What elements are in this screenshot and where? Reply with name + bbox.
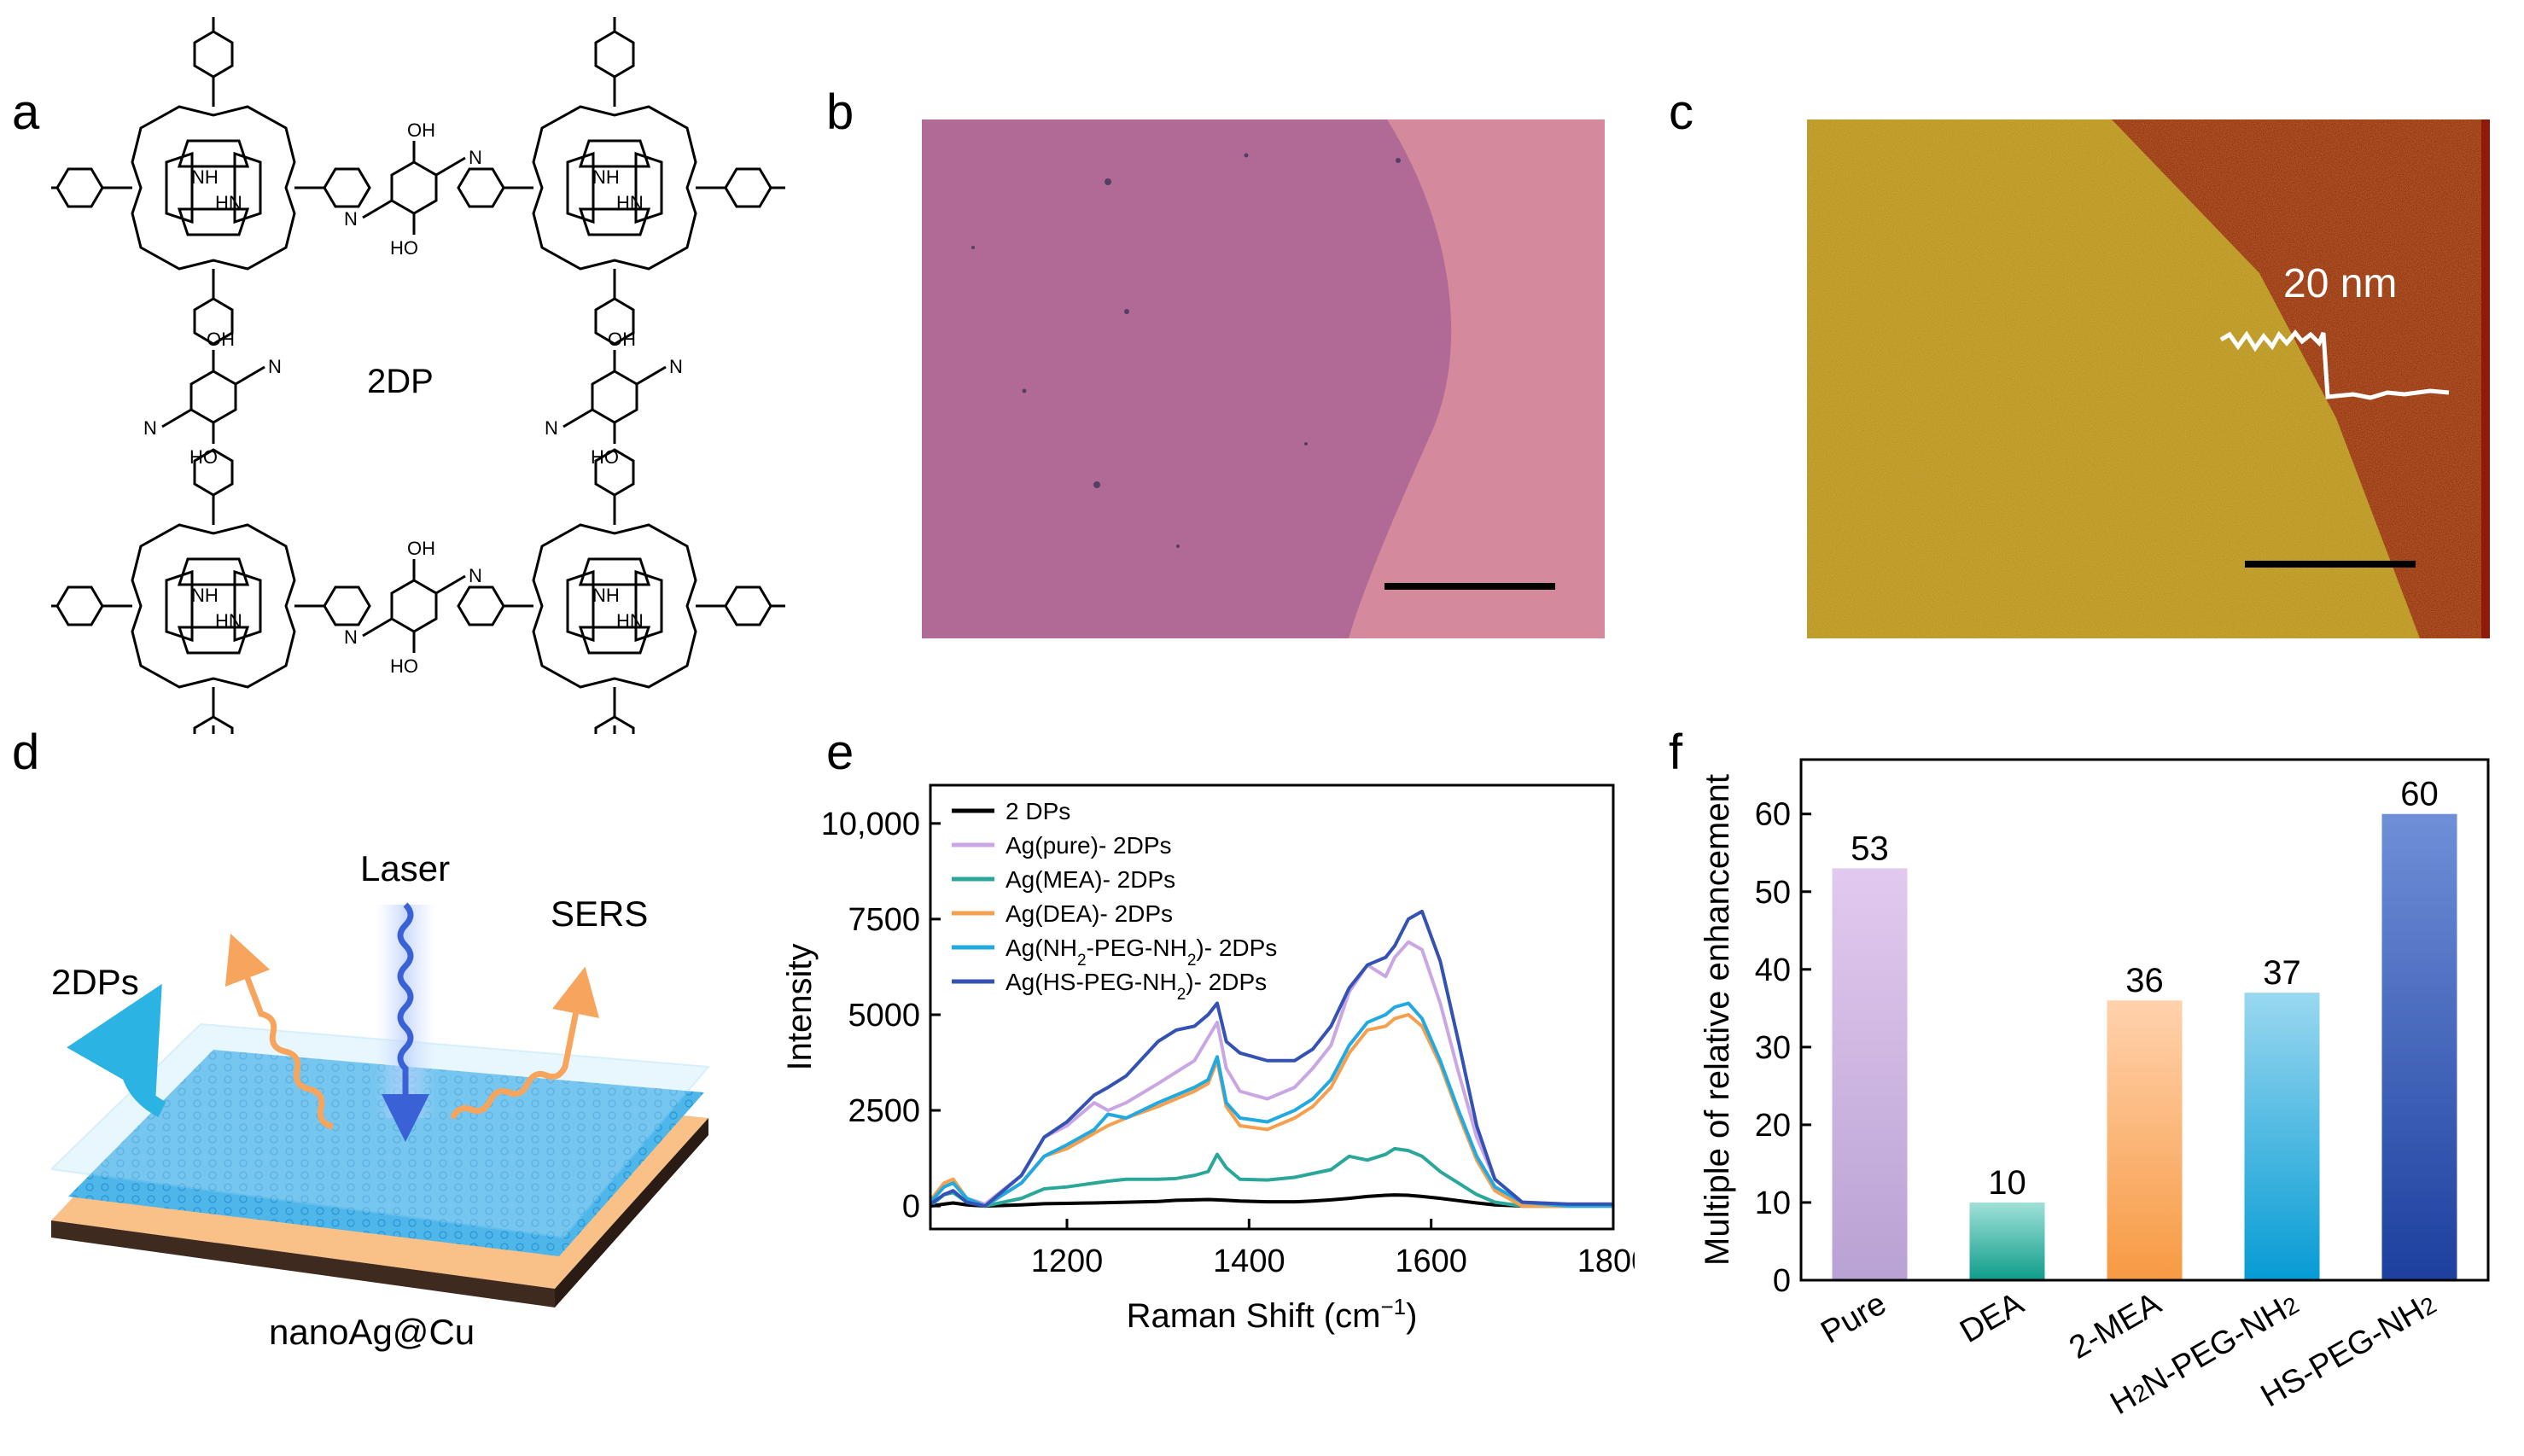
film-arrow <box>67 983 166 1117</box>
series-line <box>929 1146 1613 1208</box>
category-label: Pure <box>1815 1285 1892 1351</box>
sers-label: SERS <box>551 894 648 934</box>
y-tick-label: 0 <box>902 1189 920 1225</box>
x-axis-label: Raman Shift (cm−1) <box>1127 1294 1418 1335</box>
sers-signal-right <box>449 966 599 1120</box>
x-tick-label: 1200 <box>1031 1243 1104 1279</box>
y-tick-label: 2500 <box>848 1093 920 1129</box>
legend-label: Ag(NH2-PEG-NH2)- 2DPs <box>1006 935 1277 970</box>
afm-image: 20 nm <box>1807 119 2490 638</box>
bar <box>2244 993 2320 1280</box>
bar <box>2381 813 2457 1280</box>
laser-label: Laser <box>360 848 450 888</box>
bar-value-label: 37 <box>2263 954 2301 992</box>
bar <box>2107 1000 2183 1280</box>
optical-film-region <box>922 119 1452 638</box>
legend-label: Ag(MEA)- 2DPs <box>1006 866 1175 893</box>
height-profile-line <box>2219 329 2450 400</box>
y-tick-label: 30 <box>1755 1030 1791 1066</box>
x-tick-label: 1600 <box>1395 1243 1467 1279</box>
structure-2dp-diagram: NH HN OH HO N N 2DP <box>51 17 785 734</box>
bar <box>1969 1202 2045 1280</box>
porphyrin-unit <box>55 448 371 734</box>
linker-unit <box>342 536 484 678</box>
series-line <box>930 1193 1613 1208</box>
bar-value-label: 53 <box>1851 830 1889 867</box>
porphyrin-unit <box>457 448 772 734</box>
y-axis-label: Multiple of relative enhancement <box>1699 774 1736 1266</box>
category-label: DEA <box>1954 1285 2030 1350</box>
linker-unit <box>342 118 484 260</box>
linker-unit <box>543 327 685 469</box>
plot-frame <box>1799 758 2490 1282</box>
y-axis-label: Intensity <box>781 944 819 1071</box>
bar-value-label: 60 <box>2400 776 2439 813</box>
substrate-label: nanoAg@Cu <box>269 1312 475 1352</box>
series-line <box>929 1012 1613 1208</box>
linker-unit <box>142 327 283 469</box>
y-tick-label: 7500 <box>848 902 920 938</box>
y-tick-label: 50 <box>1755 875 1791 911</box>
center-label-2dp: 2DP <box>367 363 434 400</box>
plot-frame <box>929 783 1615 1231</box>
scale-bar <box>1384 583 1555 590</box>
laser-beam <box>382 902 429 1142</box>
sers-schematic: Laser SERS 2DPs nanoAg@Cu <box>51 848 711 1352</box>
y-tick-label: 10,000 <box>821 807 920 842</box>
y-tick-label: 10 <box>1755 1185 1791 1221</box>
legend-label: Ag(DEA)- 2DPs <box>1006 900 1173 927</box>
panel-label-c: c <box>1669 84 1693 140</box>
legend-label: 2 DPs <box>1006 798 1070 824</box>
y-tick-label: 40 <box>1755 952 1791 988</box>
bar <box>1832 868 1908 1280</box>
scattered-light-left <box>224 933 334 1130</box>
legend-label: Ag(pure)- 2DPs <box>1006 832 1172 859</box>
series-line <box>929 909 1613 1208</box>
panel-label-a: a <box>12 84 40 140</box>
optical-micrograph <box>922 119 1605 638</box>
film-label: 2DPs <box>51 962 139 1002</box>
bar-value-label: 10 <box>1988 1164 2026 1202</box>
y-tick-label: 5000 <box>848 998 920 1034</box>
y-tick-label: 60 <box>1755 797 1791 833</box>
category-label: 2-MEA <box>2063 1285 2167 1366</box>
x-tick-label: 1400 <box>1213 1243 1285 1279</box>
bar-value-label: 36 <box>2125 962 2164 999</box>
porphyrin-unit <box>457 30 772 346</box>
panel-label-f: f <box>1669 725 1683 780</box>
panel-label-e: e <box>826 725 854 780</box>
panel-label-d: d <box>12 725 40 780</box>
porphyrin-unit <box>55 30 371 346</box>
substrate-side <box>51 1220 555 1307</box>
panel-label-b: b <box>826 84 854 140</box>
scale-bar <box>2245 561 2416 568</box>
height-label: 20 nm <box>2283 261 2397 306</box>
y-tick-label: 0 <box>1773 1263 1791 1299</box>
y-tick-label: 20 <box>1755 1108 1791 1144</box>
series-line <box>929 1001 1613 1208</box>
legend-label: Ag(HS-PEG-NH2)- 2DPs <box>1006 969 1267 1004</box>
